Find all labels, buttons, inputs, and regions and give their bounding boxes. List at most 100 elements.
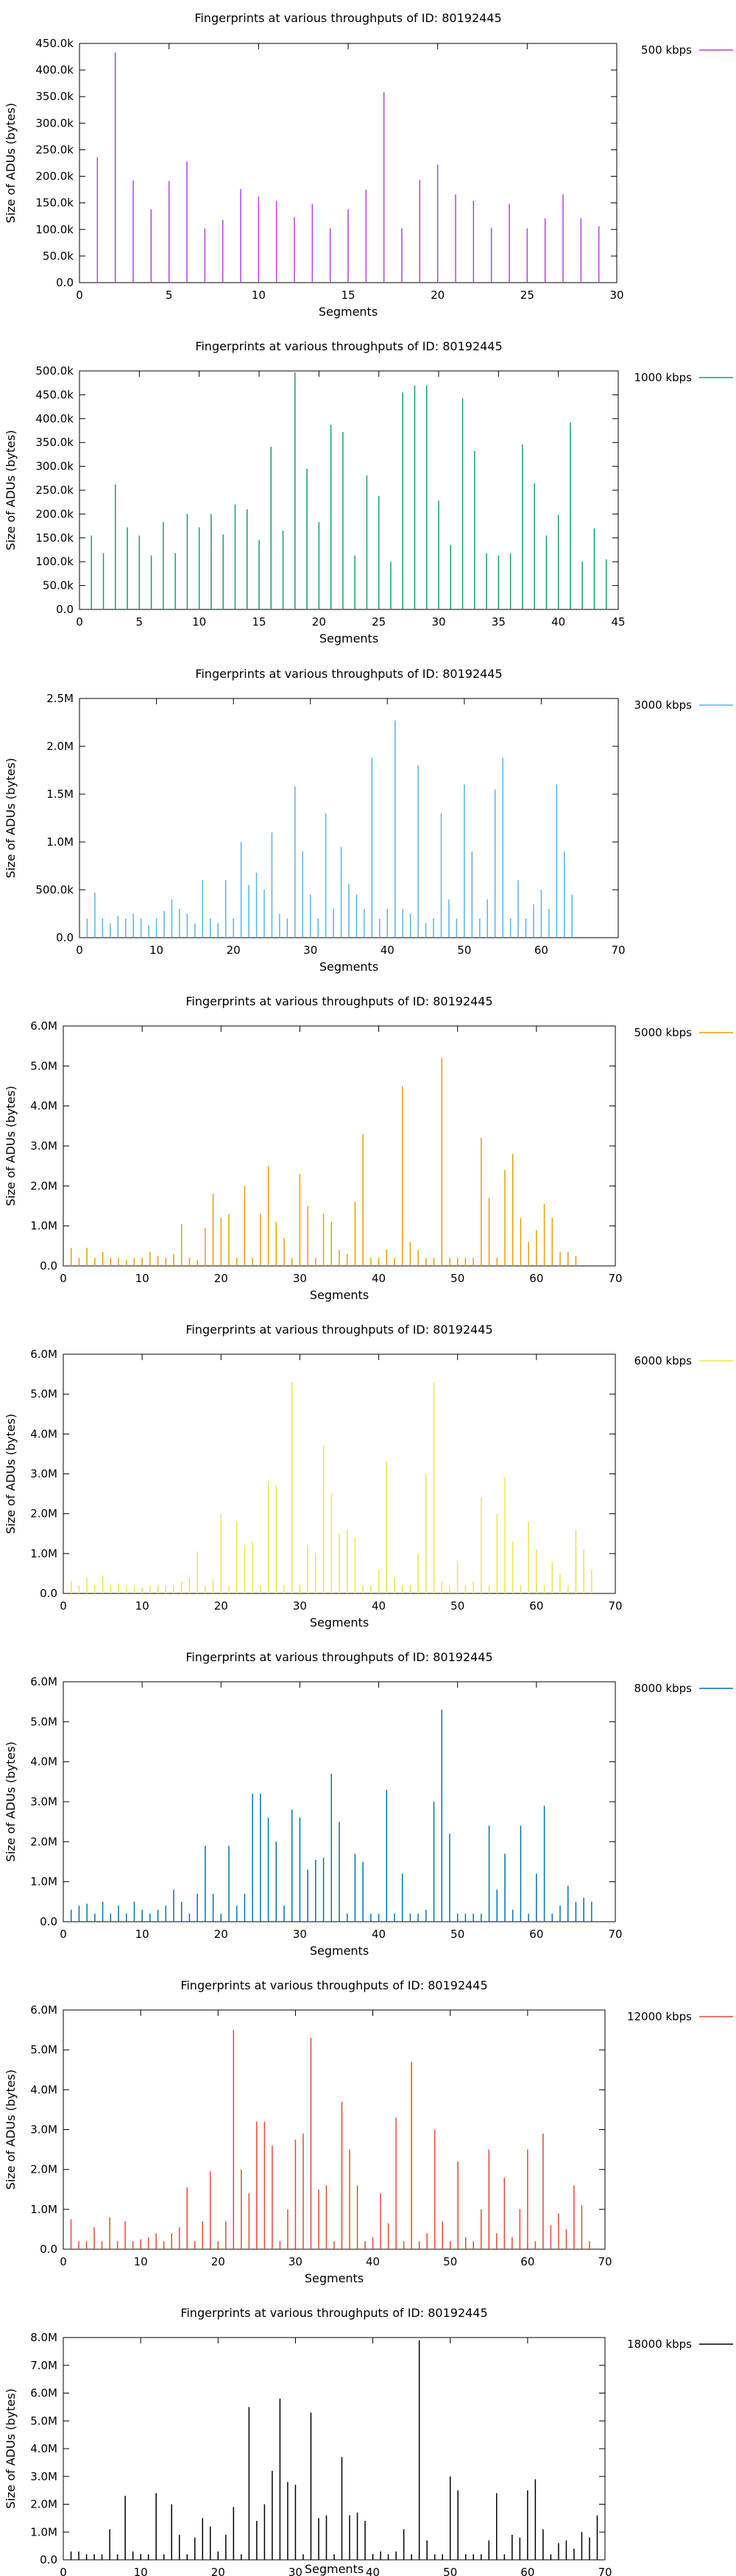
x-tick-label: 40 xyxy=(366,2566,380,2576)
chart-panel-6: Fingerprints at various throughputs of I… xyxy=(4,1650,733,1958)
y-tick-label: 6.0M xyxy=(30,1019,57,1033)
x-axis-label: Segments xyxy=(305,2562,364,2576)
y-axis-label: Size of ADUs (bytes) xyxy=(4,430,18,550)
x-tick-label: 30 xyxy=(293,1272,307,1285)
y-tick-label: 3.0M xyxy=(30,1795,57,1808)
x-tick-label: 5 xyxy=(136,615,144,629)
plot-frame xyxy=(63,2337,606,2561)
x-tick-label: 40 xyxy=(551,615,565,629)
y-tick-label: 150.0k xyxy=(35,531,74,545)
x-tick-label: 70 xyxy=(608,1599,622,1613)
y-tick-label: 1.0M xyxy=(30,2203,57,2216)
y-tick-label: 3.0M xyxy=(30,2123,57,2137)
y-tick-label: 4.0M xyxy=(30,1100,57,1113)
y-tick-label: 0.0 xyxy=(40,1259,57,1273)
chart-title: Fingerprints at various throughputs of I… xyxy=(185,1650,492,1664)
y-tick-label: 500.0k xyxy=(35,364,74,378)
x-tick-label: 70 xyxy=(598,2255,612,2268)
chart-title: Fingerprints at various throughputs of I… xyxy=(195,339,502,353)
x-tick-label: 10 xyxy=(135,1272,149,1285)
y-tick-label: 1.0M xyxy=(30,2525,57,2538)
y-tick-label: 450.0k xyxy=(35,388,74,401)
y-tick-label: 2.0M xyxy=(46,740,74,753)
y-tick-label: 100.0k xyxy=(35,555,74,568)
y-tick-label: 4.0M xyxy=(30,2083,57,2096)
x-tick-label: 25 xyxy=(520,289,534,302)
x-tick-label: 70 xyxy=(598,2566,612,2576)
y-tick-label: 400.0k xyxy=(35,412,74,425)
x-tick-label: 30 xyxy=(293,1928,307,1941)
legend-label: 1000 kbps xyxy=(634,371,693,384)
y-tick-label: 200.0k xyxy=(35,170,74,183)
chart-panel-7: Fingerprints at various throughputs of I… xyxy=(4,1978,733,2285)
x-axis-label: Segments xyxy=(319,960,378,974)
y-tick-label: 1.0M xyxy=(30,1547,57,1560)
x-tick-label: 20 xyxy=(227,944,241,957)
y-tick-label: 6.0M xyxy=(30,2387,57,2400)
x-tick-label: 30 xyxy=(293,1599,307,1613)
y-tick-label: 6.0M xyxy=(30,2003,57,2017)
y-tick-label: 2.0M xyxy=(30,2163,57,2176)
chart-title: Fingerprints at various throughputs of I… xyxy=(180,2306,487,2320)
x-axis-label: Segments xyxy=(310,1944,369,1958)
y-tick-label: 4.0M xyxy=(30,1427,57,1440)
x-tick-label: 0 xyxy=(76,615,83,629)
x-tick-label: 0 xyxy=(60,1928,67,1941)
x-tick-label: 20 xyxy=(214,1928,228,1941)
y-tick-label: 0.0 xyxy=(40,2553,57,2566)
y-tick-label: 5.0M xyxy=(30,1059,57,1072)
x-tick-label: 50 xyxy=(457,944,471,957)
y-tick-label: 6.0M xyxy=(30,1675,57,1688)
x-tick-label: 60 xyxy=(529,1272,543,1285)
y-tick-label: 0.0 xyxy=(56,276,74,289)
y-tick-label: 300.0k xyxy=(35,116,74,130)
y-tick-label: 1.0M xyxy=(30,1220,57,1233)
x-tick-label: 70 xyxy=(608,1928,622,1941)
chart-panel-2: Fingerprints at various throughputs of I… xyxy=(4,339,733,645)
x-tick-label: 60 xyxy=(529,1928,543,1941)
x-axis-label: Segments xyxy=(310,1616,369,1630)
x-tick-label: 40 xyxy=(366,2255,380,2268)
y-tick-label: 500.0k xyxy=(35,883,74,896)
x-tick-label: 60 xyxy=(520,2566,534,2576)
y-tick-label: 4.0M xyxy=(30,2442,57,2455)
x-tick-label: 70 xyxy=(611,944,625,957)
x-tick-label: 30 xyxy=(289,2255,302,2268)
y-tick-label: 5.0M xyxy=(30,2414,57,2427)
x-tick-label: 15 xyxy=(341,289,355,302)
x-tick-label: 70 xyxy=(608,1272,622,1285)
y-tick-label: 200.0k xyxy=(35,507,74,520)
x-tick-label: 60 xyxy=(529,1599,543,1613)
y-tick-label: 3.0M xyxy=(30,2470,57,2483)
x-tick-label: 10 xyxy=(134,2566,148,2576)
x-tick-label: 40 xyxy=(372,1272,386,1285)
x-tick-label: 10 xyxy=(134,2255,148,2268)
x-tick-label: 10 xyxy=(135,1599,149,1613)
x-tick-label: 10 xyxy=(149,944,163,957)
x-tick-label: 10 xyxy=(135,1928,149,1941)
x-tick-label: 0 xyxy=(60,1599,67,1613)
x-tick-label: 45 xyxy=(611,615,625,629)
y-tick-label: 350.0k xyxy=(35,436,74,449)
x-tick-label: 20 xyxy=(214,1272,228,1285)
x-tick-label: 20 xyxy=(211,2255,225,2268)
legend-label: 8000 kbps xyxy=(634,1682,693,1695)
chart-title: Fingerprints at various throughputs of I… xyxy=(195,667,502,681)
y-tick-label: 5.0M xyxy=(30,1715,57,1728)
x-tick-label: 15 xyxy=(252,615,266,629)
legend-label: 5000 kbps xyxy=(634,1026,693,1039)
y-tick-label: 5.0M xyxy=(30,1387,57,1401)
chart-panel-1: Fingerprints at various throughputs of I… xyxy=(4,11,733,319)
y-tick-label: 350.0k xyxy=(35,90,74,103)
y-tick-label: 5.0M xyxy=(30,2043,57,2056)
y-tick-label: 450.0k xyxy=(35,37,74,50)
y-tick-label: 2.0M xyxy=(30,1835,57,1848)
y-tick-label: 4.0M xyxy=(30,1755,57,1769)
y-tick-label: 0.0 xyxy=(56,931,74,944)
y-tick-label: 1.5M xyxy=(46,788,74,801)
y-tick-label: 2.5M xyxy=(46,692,74,705)
y-tick-label: 1.0M xyxy=(30,1875,57,1889)
y-axis-label: Size of ADUs (bytes) xyxy=(4,2388,18,2508)
y-tick-label: 150.0k xyxy=(35,197,74,210)
